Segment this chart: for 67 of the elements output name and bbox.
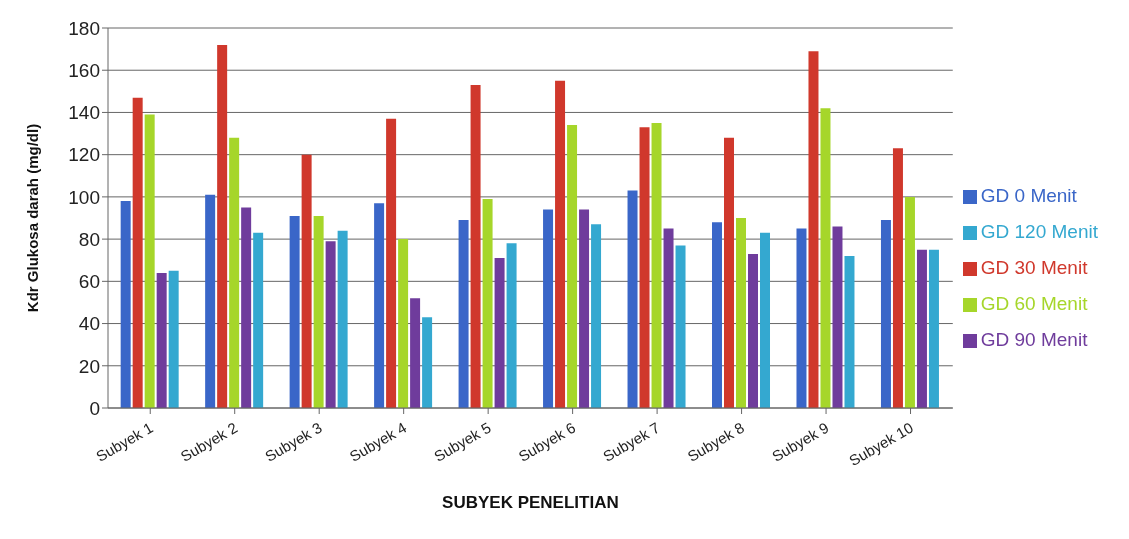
bar [422,317,433,408]
bar [892,148,903,408]
bar [337,230,348,408]
y-tick-label: 0 [89,397,100,419]
bar [591,224,602,408]
legend-label: GD 30 Menit [980,257,1088,278]
bar [241,207,252,408]
bar [386,118,397,408]
bar [482,199,493,408]
legend-label: GD 0 Menit [980,185,1077,206]
bar [736,218,747,408]
bar [724,137,735,408]
bar [289,215,300,408]
bar [639,127,650,408]
bar [844,256,855,408]
bar [651,123,662,408]
bar [253,232,264,408]
y-tick-label: 20 [78,355,100,377]
bar [205,194,216,408]
bar [458,220,469,408]
legend-label: GD 90 Menit [980,329,1088,350]
bar [229,137,240,408]
legend-label: GD 120 Menit [980,221,1098,242]
bar [748,253,759,408]
bar [760,232,771,408]
bar [470,85,481,408]
y-tick-label: 40 [78,313,100,335]
bar [808,51,819,408]
bar [820,108,831,408]
bar [555,80,566,408]
bar [712,222,723,408]
x-axis-title: SUBYEK PENELITIAN [442,493,619,512]
bar [301,154,312,408]
bar [398,239,409,408]
y-tick-label: 160 [68,59,100,81]
bar [168,270,179,408]
y-axis-title: Kdr Glukosa darah (mg/dl) [24,123,42,313]
bar [325,241,336,408]
y-tick-label: 60 [78,271,100,293]
bar [217,44,228,408]
bar [796,228,807,408]
bar [904,196,915,408]
bar [156,272,167,408]
bar [313,215,324,408]
bar [916,249,927,408]
bar [120,201,131,408]
bar [663,228,674,408]
bar [132,97,143,408]
bar [567,125,578,408]
y-tick-label: 80 [78,228,100,250]
y-tick-label: 100 [68,186,100,208]
bar [494,258,505,408]
bar [506,243,517,408]
bar [627,190,638,408]
bar [832,226,843,408]
y-tick-label: 120 [68,144,100,166]
bar [880,220,891,408]
bar [374,203,385,408]
bar [579,209,590,408]
bar [543,209,554,408]
legend-label: GD 60 Menit [980,293,1088,314]
bar [675,245,686,408]
y-tick-label: 180 [68,17,100,39]
bar [144,114,155,408]
bar [928,249,939,408]
bar [410,298,421,408]
y-tick-label: 140 [68,102,100,124]
